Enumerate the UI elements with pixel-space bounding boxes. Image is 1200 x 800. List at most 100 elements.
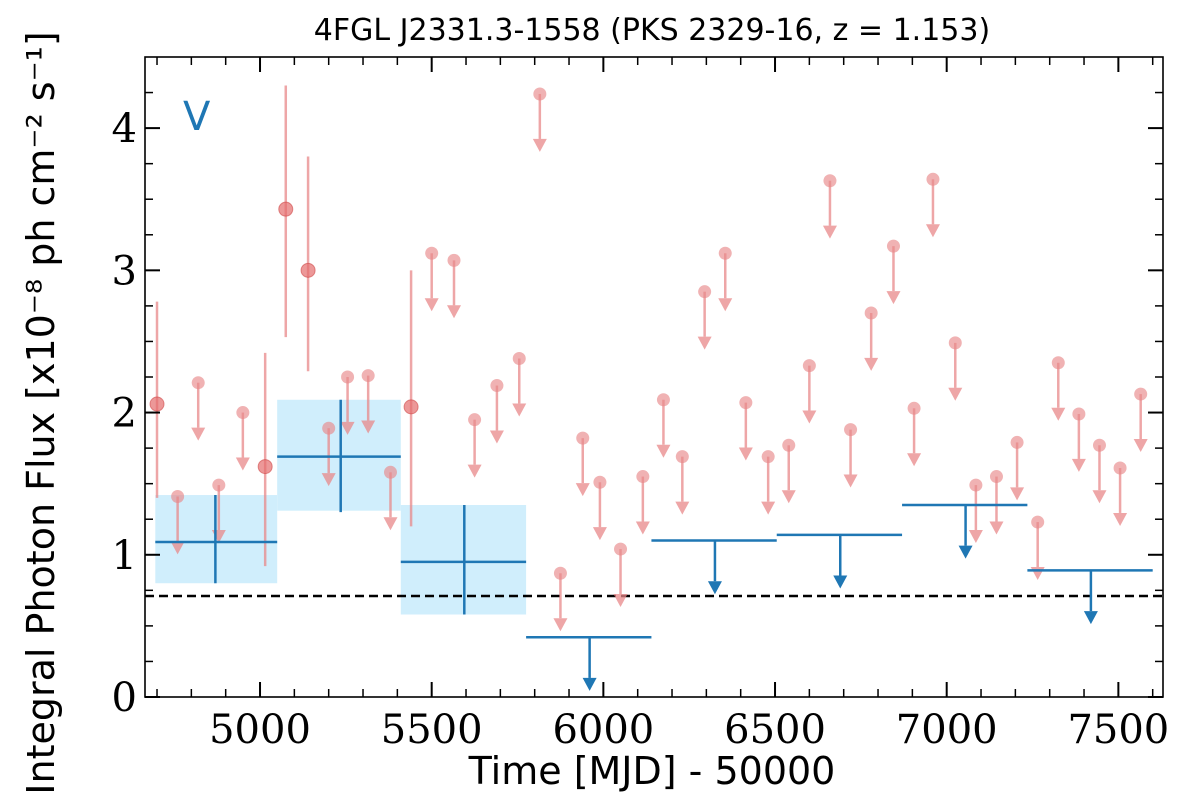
short-upper-limit-arrow-18 <box>635 521 650 535</box>
short-upper-limit-arrow-4 <box>321 473 336 487</box>
short-upper-limit-arrow-30 <box>886 291 901 305</box>
short-upper-limit-point-36 <box>1010 435 1024 449</box>
band-label: V <box>183 94 211 140</box>
short-upper-limit-arrow-22 <box>718 298 733 312</box>
x-axis-label: Time [MJD] - 50000 <box>468 749 836 793</box>
long-upper-limit-arrow-1 <box>707 581 722 595</box>
x-tick-label-0: 5000 <box>209 707 311 753</box>
short-upper-limit-point-28 <box>844 423 858 437</box>
short-detection-point-2 <box>278 201 294 217</box>
short-upper-limit-arrow-13 <box>532 138 547 152</box>
short-upper-limit-point-21 <box>698 285 712 299</box>
short-upper-limit-point-14 <box>553 566 567 580</box>
x-tick-label-4: 7000 <box>896 707 998 753</box>
short-detection-point-1 <box>257 459 273 475</box>
short-upper-limit-arrow-25 <box>781 490 796 504</box>
short-upper-limit-arrow-1 <box>191 427 206 441</box>
long-upper-limit-arrow-3 <box>958 545 973 559</box>
short-upper-limit-arrow-7 <box>383 517 398 531</box>
short-upper-limit-point-34 <box>969 478 983 492</box>
short-upper-limit-point-38 <box>1051 356 1065 370</box>
short-upper-limit-point-6 <box>361 369 375 383</box>
short-upper-limit-arrow-8 <box>424 298 439 312</box>
short-upper-limit-arrow-33 <box>948 387 963 401</box>
short-upper-limit-arrow-34 <box>968 530 983 544</box>
short-upper-limit-arrow-10 <box>467 464 482 478</box>
short-upper-limit-point-20 <box>675 450 689 464</box>
short-upper-limit-arrow-35 <box>989 521 1004 535</box>
short-upper-limit-arrow-29 <box>864 357 879 371</box>
short-upper-limit-point-10 <box>468 413 482 427</box>
short-upper-limit-arrow-41 <box>1113 512 1128 526</box>
short-upper-limit-arrow-0 <box>170 541 185 555</box>
short-upper-limit-point-12 <box>512 352 526 366</box>
short-upper-limit-arrow-3 <box>235 457 250 471</box>
short-upper-limit-arrow-12 <box>512 403 527 417</box>
y-tick-label-2: 2 <box>112 391 137 437</box>
short-upper-limit-arrow-26 <box>802 410 817 424</box>
short-upper-limit-point-16 <box>593 475 607 489</box>
y-tick-label-1: 1 <box>112 533 137 579</box>
short-upper-limit-point-5 <box>341 370 355 384</box>
x-tick-label-3: 6500 <box>724 707 826 753</box>
y-tick-label-0: 0 <box>112 675 137 721</box>
short-upper-limit-point-3 <box>236 406 250 420</box>
short-upper-limit-arrow-19 <box>656 444 671 458</box>
short-upper-limit-arrow-31 <box>907 453 922 467</box>
axes-layer: 5000 5500 6000 6500 7000 7500 0 1 2 3 4 <box>112 56 1169 753</box>
short-upper-limit-arrow-42 <box>1133 439 1148 452</box>
short-detection-point-3 <box>300 262 316 278</box>
short-upper-limit-arrow-17 <box>613 594 628 608</box>
y-tick-label-3: 3 <box>112 248 137 294</box>
x-tick-label-2: 6000 <box>552 707 654 753</box>
short-upper-limit-point-33 <box>948 336 962 350</box>
short-upper-limit-arrow-16 <box>592 527 607 541</box>
short-upper-limit-arrow-24 <box>761 501 776 515</box>
short-upper-limit-point-32 <box>926 172 940 186</box>
short-upper-limit-point-19 <box>656 393 670 407</box>
short-detection-point-4 <box>403 399 419 415</box>
chart-title: 4FGL J2331.3-1558 (PKS 2329-16, z = 1.15… <box>314 13 990 48</box>
short-upper-limit-arrow-40 <box>1092 490 1107 504</box>
short-upper-limit-point-41 <box>1113 461 1127 475</box>
short-upper-limit-point-13 <box>533 87 547 101</box>
short-upper-limit-point-24 <box>761 450 775 464</box>
long-upper-limit-arrow-2 <box>833 575 848 589</box>
data-marks-layer <box>149 85 1153 691</box>
long-upper-limit-arrow-0 <box>582 677 597 691</box>
short-upper-limit-arrow-9 <box>447 305 462 319</box>
short-upper-limit-arrow-28 <box>843 474 858 488</box>
short-upper-limit-arrow-38 <box>1051 407 1066 421</box>
short-upper-limit-point-7 <box>383 465 397 479</box>
long-bin-band-1 <box>277 399 401 511</box>
short-upper-limit-arrow-36 <box>1010 487 1025 501</box>
plot-frame <box>144 56 1164 698</box>
short-upper-limit-arrow-5 <box>340 421 355 435</box>
chart-content-layer <box>145 399 1163 615</box>
short-upper-limit-point-17 <box>614 542 628 556</box>
short-upper-limit-point-25 <box>782 438 796 452</box>
short-upper-limit-point-26 <box>802 359 816 373</box>
short-upper-limit-point-42 <box>1134 387 1148 401</box>
short-upper-limit-point-23 <box>739 396 753 410</box>
short-upper-limit-point-39 <box>1072 407 1086 421</box>
short-upper-limit-point-1 <box>191 376 205 390</box>
short-upper-limit-point-11 <box>490 379 504 393</box>
short-upper-limit-point-35 <box>989 470 1003 484</box>
short-detection-point-0 <box>149 396 165 412</box>
short-upper-limit-point-29 <box>864 306 878 320</box>
short-upper-limit-arrow-14 <box>553 618 568 632</box>
short-upper-limit-point-40 <box>1092 438 1106 452</box>
y-axis-label: Integral Photon Flux [x10⁻⁸ ph cm⁻² s⁻¹] <box>19 31 63 794</box>
short-upper-limit-point-2 <box>212 478 226 492</box>
y-tick-label-4: 4 <box>112 106 137 152</box>
short-upper-limit-arrow-23 <box>738 447 753 461</box>
long-upper-limit-arrow-4 <box>1083 611 1098 625</box>
short-upper-limit-point-4 <box>322 421 336 435</box>
short-upper-limit-arrow-15 <box>575 483 590 497</box>
short-upper-limit-point-8 <box>425 246 439 260</box>
short-upper-limit-arrow-11 <box>489 430 504 444</box>
short-upper-limit-arrow-39 <box>1071 458 1086 472</box>
x-tick-label-1: 5500 <box>381 707 483 753</box>
